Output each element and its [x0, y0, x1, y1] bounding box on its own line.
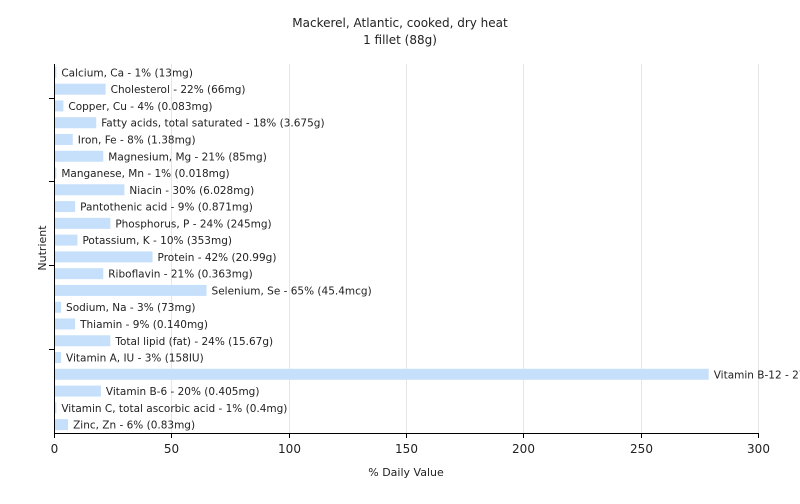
bar[interactable] — [54, 184, 125, 196]
bar[interactable] — [54, 368, 709, 380]
bar[interactable] — [54, 234, 78, 246]
bar-label: Zinc, Zn - 6% (0.83mg) — [73, 420, 195, 432]
bar-label: Vitamin B-6 - 20% (0.405mg) — [106, 386, 260, 398]
x-tick-label: 100 — [278, 442, 301, 456]
bar[interactable] — [54, 301, 62, 313]
bar[interactable] — [54, 117, 97, 129]
bar-label: Vitamin A, IU - 3% (158IU) — [66, 353, 204, 365]
x-axis-label: % Daily Value — [368, 466, 444, 479]
bar-label: Niacin - 30% (6.028mg) — [129, 185, 254, 197]
chart-subtitle: 1 fillet (88g) — [363, 33, 437, 47]
bar-label: Vitamin C, total ascorbic acid - 1% (0.4… — [61, 403, 287, 415]
x-axis-ticks: 0 50 100 150 200 250 300 — [51, 433, 770, 456]
bar[interactable] — [54, 83, 106, 95]
bar-label: Magnesium, Mg - 21% (85mg) — [108, 151, 267, 163]
bar-label: Vitamin B-12 - 279% (16.72mcg) — [714, 369, 800, 381]
bar[interactable] — [54, 167, 57, 179]
x-tick-label: 0 — [51, 442, 59, 456]
bar[interactable] — [54, 402, 57, 414]
bar-label: Pantothenic acid - 9% (0.871mg) — [80, 202, 253, 214]
bar[interactable] — [54, 419, 69, 431]
x-tick-label: 300 — [747, 442, 770, 456]
bar[interactable] — [54, 150, 104, 162]
bar-label: Potassium, K - 10% (353mg) — [82, 235, 232, 247]
bar-label: Iron, Fe - 8% (1.38mg) — [78, 134, 196, 146]
bar[interactable] — [54, 268, 104, 280]
bar[interactable] — [54, 217, 111, 229]
bar-label: Manganese, Mn - 1% (0.018mg) — [61, 168, 229, 180]
bar[interactable] — [54, 251, 153, 263]
bar-label: Selenium, Se - 65% (45.4mcg) — [212, 285, 372, 297]
chart-title: Mackerel, Atlantic, cooked, dry heat — [292, 16, 508, 30]
bar[interactable] — [54, 352, 62, 364]
x-tick-label: 250 — [630, 442, 653, 456]
y-axis-label: Nutrient — [36, 225, 49, 271]
bar-label: Thiamin - 9% (0.140mg) — [79, 319, 208, 331]
bar[interactable] — [54, 284, 207, 296]
bar-label: Fatty acids, total saturated - 18% (3.67… — [101, 118, 324, 130]
bar-label: Riboflavin - 21% (0.363mg) — [108, 269, 252, 281]
bar-label: Sodium, Na - 3% (73mg) — [66, 302, 195, 314]
bar-label: Total lipid (fat) - 24% (15.67g) — [114, 336, 273, 348]
bar-label: Protein - 42% (20.99g) — [158, 252, 277, 264]
bar-label: Copper, Cu - 4% (0.083mg) — [68, 101, 212, 113]
bar-label: Calcium, Ca - 1% (13mg) — [61, 67, 193, 79]
bar[interactable] — [54, 100, 64, 112]
bar[interactable] — [54, 318, 76, 330]
bar[interactable] — [54, 385, 101, 397]
bars: Calcium, Ca - 1% (13mg) Cholesterol - 22%… — [54, 66, 800, 432]
x-tick-label: 50 — [164, 442, 179, 456]
x-tick-label: 150 — [395, 442, 418, 456]
bar[interactable] — [54, 66, 57, 78]
bar-label: Cholesterol - 22% (66mg) — [111, 84, 246, 96]
bar-label: Phosphorus, P - 24% (245mg) — [115, 218, 271, 230]
bar[interactable] — [54, 335, 111, 347]
bar[interactable] — [54, 201, 76, 213]
x-tick-label: 200 — [512, 442, 535, 456]
bar[interactable] — [54, 133, 73, 145]
